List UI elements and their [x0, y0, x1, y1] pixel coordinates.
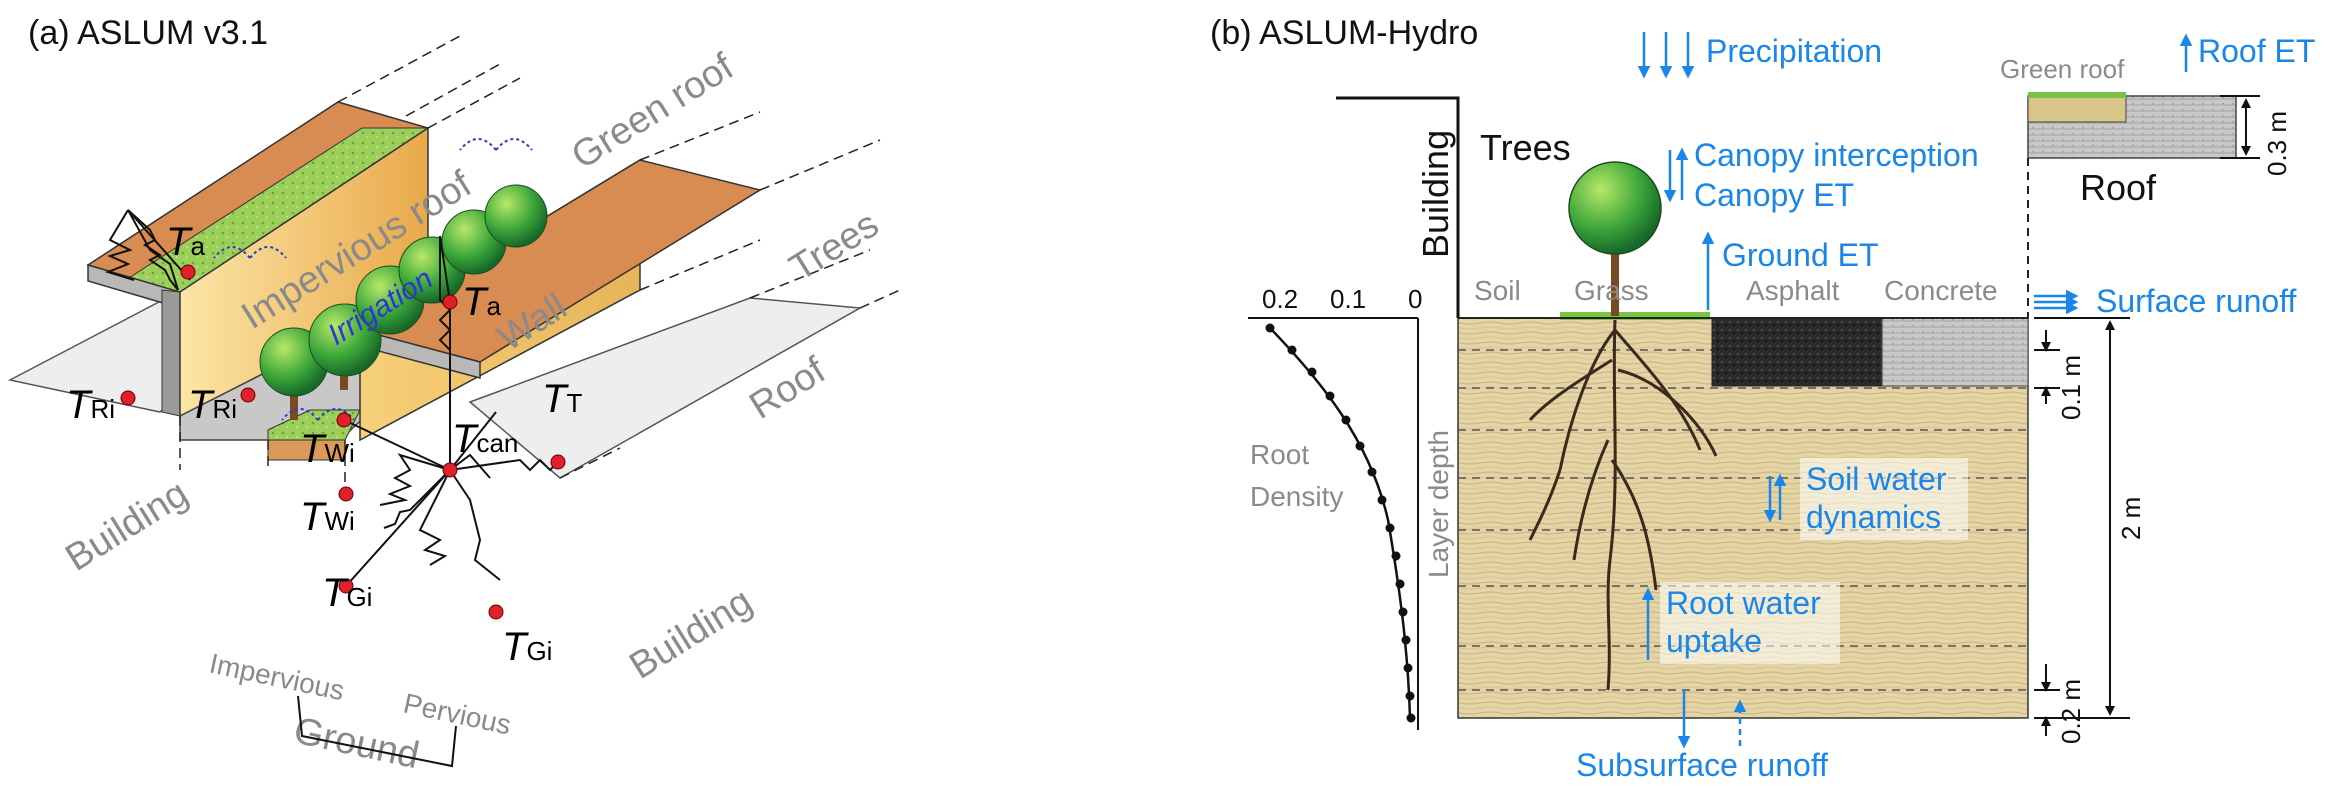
left-building-side	[161, 289, 181, 417]
flux-label-soil-water-1: Soil water	[1806, 461, 1947, 497]
node-label-twi-2: TWi	[300, 495, 355, 539]
node-label-twi-1: TWi	[300, 427, 355, 471]
flux-label-root-water-1: Root water	[1666, 585, 1821, 621]
node-label-tgi-2: TGi	[502, 625, 552, 669]
tree-crown	[308, 303, 382, 377]
axis-tick-label: 0	[1408, 284, 1422, 314]
label-green-roof: Green roof	[565, 46, 742, 178]
flux-label-surface-runoff: Surface runoff	[2096, 283, 2297, 319]
flux-label-canopy-et: Canopy ET	[1694, 177, 1854, 213]
label-concrete: Concrete	[1884, 275, 1998, 306]
flux-labels: Precipitation Roof ET Canopy interceptio…	[1576, 33, 2315, 783]
label-building-right: Building	[623, 580, 760, 687]
tree-trunk	[1611, 222, 1619, 316]
label-layer-depth: Layer depth	[1423, 430, 1454, 578]
node-label-tgi-1: TGi	[322, 571, 372, 615]
ground-bracket	[297, 695, 457, 768]
tree-crown	[484, 184, 548, 248]
root-density-points	[1265, 323, 1416, 723]
dim-roof-depth: 0.3 m	[2262, 111, 2292, 176]
extension-lines	[179, 35, 901, 490]
label-roof-b: Roof	[2080, 167, 2157, 208]
label-grass: Grass	[1574, 275, 1649, 306]
axis-tick-label: 0.1	[1330, 284, 1366, 314]
label-green-roof-b: Green roof	[2000, 54, 2125, 84]
temperature-nodes	[120, 264, 566, 620]
grass-strip	[1560, 312, 1710, 320]
root-density-axis: 0.2 0.1 0	[1248, 284, 1422, 730]
panel-a-title: (a) ASLUM v3.1	[28, 14, 268, 52]
surface-labels: Green roof Soil Grass Asphalt Concrete R…	[1250, 54, 2125, 578]
resistance-network	[104, 209, 559, 587]
flux-label-root-water-2: uptake	[1666, 623, 1762, 659]
node-label-tri-1: TRi	[66, 383, 115, 427]
flux-label-canopy-interception: Canopy interception	[1694, 137, 1979, 173]
root-water-label-bg	[1660, 582, 1840, 664]
panel-b: (b) ASLUM-Hydro	[1210, 14, 2315, 783]
flux-label-ground-et: Ground ET	[1722, 237, 1879, 273]
flux-label-roof-et: Roof ET	[2198, 33, 2315, 69]
node-label-tri-2: TRi	[188, 383, 237, 427]
label-ground: Ground	[290, 710, 423, 777]
label-trees-b: Trees	[1480, 127, 1571, 168]
tree-crown	[1568, 161, 1662, 255]
dim-layer-top: 0.1 m	[2056, 355, 2086, 420]
green-roof-grass	[2028, 92, 2126, 98]
label-pervious: Pervious	[401, 688, 514, 741]
flux-label-soil-water-2: dynamics	[1806, 499, 1941, 535]
node-labels: Ta Ta TRi TRi TT Tcan TWi TWi TGi TGi	[66, 220, 582, 669]
label-trees: Trees	[783, 203, 886, 289]
dim-soil-total: 2 m	[2116, 497, 2146, 540]
panel-a: (a) ASLUM v3.1	[7, 14, 901, 777]
dimension-labels: 0.3 m 0.1 m 2 m 0.2 m	[2056, 111, 2292, 744]
soil-water-label-bg	[1800, 458, 1968, 540]
node-label-tcan: Tcan	[452, 417, 518, 461]
node-label-ta-1: Ta	[166, 220, 205, 264]
flux-label-precipitation: Precipitation	[1706, 33, 1882, 69]
asphalt-block	[1711, 317, 1883, 387]
street-trees	[259, 184, 548, 420]
node-label-tt: TT	[542, 377, 582, 421]
flux-label-subsurface-runoff: Subsurface runoff	[1576, 747, 1828, 783]
label-root-density-2: Density	[1250, 481, 1343, 512]
root-density-curve	[1269, 327, 1412, 719]
dim-layer-bottom: 0.2 m	[2056, 679, 2086, 744]
panel-b-title: (b) ASLUM-Hydro	[1210, 14, 1478, 52]
flux-arrows	[1637, 32, 2193, 749]
label-building-b: Building	[1415, 130, 1456, 258]
axis-tick-label: 0.2	[1262, 284, 1298, 314]
label-building-left: Building	[59, 472, 196, 579]
root-system	[1528, 319, 1718, 691]
label-asphalt: Asphalt	[1746, 275, 1840, 306]
building-outline	[1336, 96, 1460, 318]
label-root-density-1: Root	[1250, 439, 1309, 470]
label-soil: Soil	[1474, 275, 1521, 306]
dimension-markers	[2034, 95, 2260, 736]
green-roof-soil	[2027, 95, 2127, 123]
concrete-block	[1881, 317, 2029, 387]
node-label-ta-2: Ta	[462, 280, 501, 324]
label-impervious: Impervious	[207, 648, 347, 707]
